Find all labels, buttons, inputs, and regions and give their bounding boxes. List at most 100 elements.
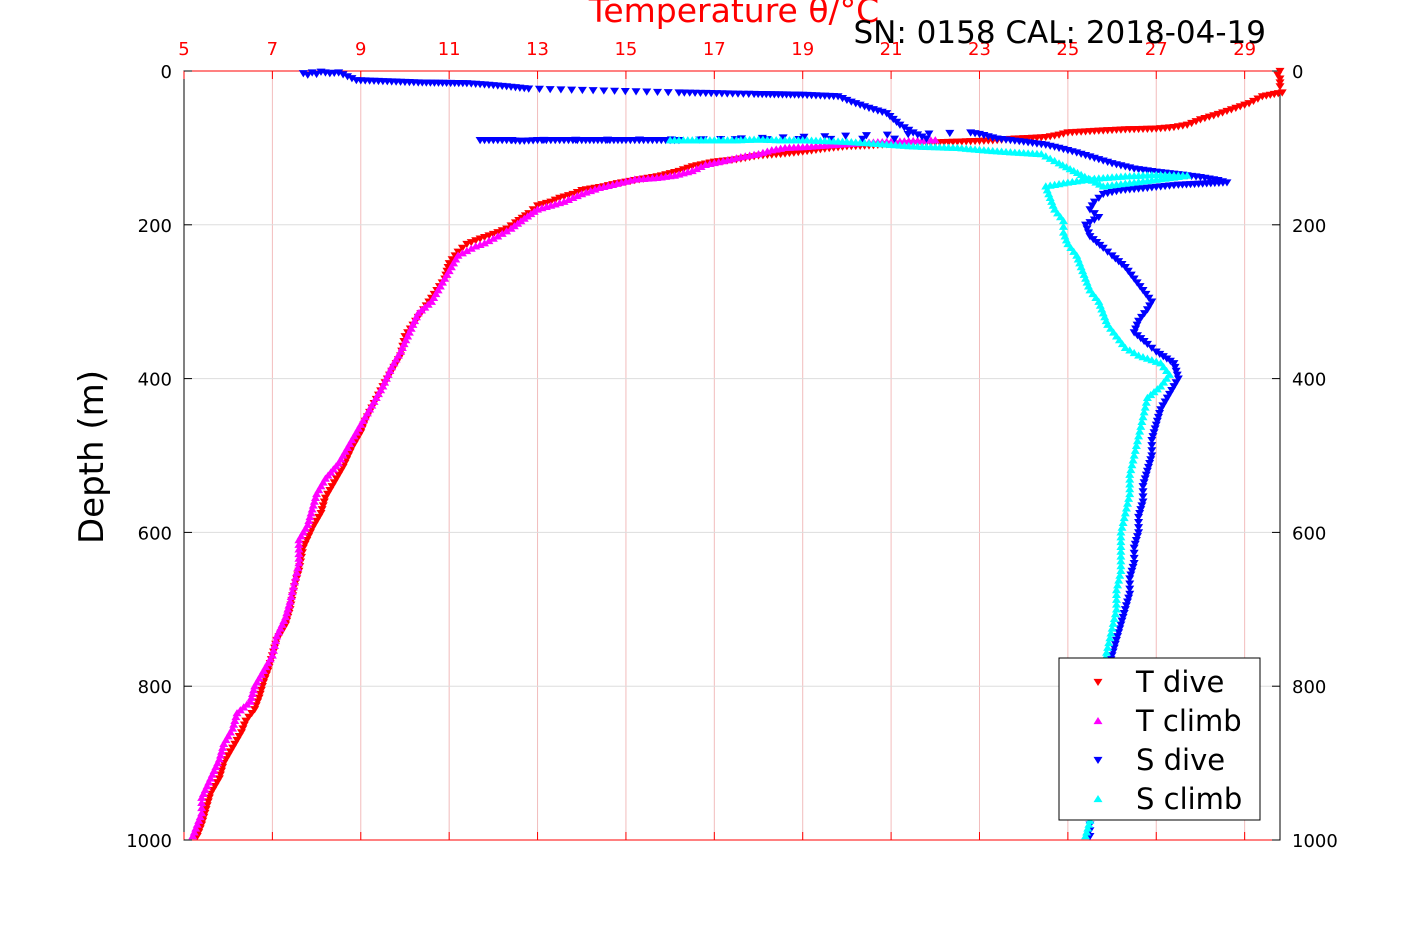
data-point — [1141, 471, 1151, 479]
data-point — [401, 336, 411, 344]
data-point — [444, 260, 454, 268]
data-point — [403, 332, 413, 340]
data-point — [1044, 189, 1054, 198]
data-point — [334, 69, 344, 77]
data-point — [228, 724, 238, 732]
data-point — [385, 366, 395, 375]
y-tick-label-right: 600 — [1292, 523, 1326, 544]
data-point — [1061, 236, 1071, 244]
data-point — [288, 583, 298, 591]
data-point — [343, 73, 353, 81]
y-tick-label-left: 800 — [138, 677, 172, 698]
data-point — [254, 694, 264, 702]
data-point — [245, 697, 255, 705]
data-point — [1058, 228, 1068, 236]
y-tick-label-left: 200 — [138, 216, 172, 237]
data-point — [1151, 421, 1161, 429]
data-point — [1095, 180, 1105, 188]
data-point — [197, 809, 207, 817]
data-point — [1072, 168, 1082, 177]
data-point — [1147, 344, 1157, 352]
data-point — [1121, 504, 1131, 512]
data-point — [1147, 452, 1157, 460]
data-point — [1125, 585, 1135, 593]
data-point — [327, 483, 337, 491]
data-point — [1076, 170, 1086, 178]
data-point — [1081, 274, 1091, 282]
data-point — [1103, 248, 1113, 256]
data-point — [1138, 493, 1148, 501]
data-point — [1160, 398, 1170, 406]
data-point — [1147, 442, 1157, 450]
data-point — [1125, 590, 1135, 598]
data-point — [1130, 540, 1140, 548]
data-point — [1081, 832, 1091, 840]
data-point — [230, 716, 240, 724]
data-point — [1111, 595, 1121, 603]
data-point — [1159, 378, 1169, 386]
data-point — [1134, 351, 1144, 359]
data-point — [310, 493, 320, 501]
data-point — [325, 486, 335, 495]
data-point — [188, 832, 198, 840]
data-point — [303, 71, 313, 79]
data-point — [1123, 267, 1133, 275]
data-point — [1069, 166, 1079, 175]
data-point — [393, 351, 403, 359]
data-point — [484, 236, 494, 245]
data-point — [314, 486, 324, 494]
data-point — [1123, 598, 1133, 606]
data-point — [1114, 629, 1124, 637]
legend: T dive T climb S dive S climb — [1058, 657, 1261, 821]
data-point — [1109, 328, 1119, 336]
data-point — [267, 651, 277, 659]
data-point — [1125, 480, 1135, 488]
data-point — [249, 685, 259, 694]
data-point — [1094, 213, 1104, 222]
data-point — [1113, 633, 1123, 641]
data-point — [1171, 379, 1181, 387]
data-point — [404, 328, 414, 336]
data-point — [255, 690, 265, 698]
data-point — [1153, 413, 1163, 422]
data-point — [218, 743, 228, 751]
data-point — [1081, 221, 1091, 229]
data-point — [1109, 614, 1119, 623]
chart-title: SN: 0158 CAL: 2018-04-19 — [854, 15, 1267, 51]
data-point — [215, 771, 225, 779]
data-point — [687, 166, 697, 175]
data-point — [1091, 178, 1101, 186]
data-point — [1132, 437, 1142, 445]
data-point — [1142, 340, 1152, 349]
data-point — [462, 246, 472, 255]
data-point — [289, 578, 299, 586]
data-point — [449, 259, 459, 267]
data-point — [572, 191, 582, 200]
data-point — [1123, 499, 1133, 507]
x-axis-title: Temperature θ/°C — [588, 0, 879, 30]
data-point — [1127, 461, 1137, 469]
x-tick-label: 21 — [880, 39, 903, 60]
data-point — [1116, 528, 1126, 536]
data-point — [1110, 610, 1120, 618]
data-point — [200, 785, 210, 794]
x-tick-label: 11 — [438, 39, 461, 60]
data-point — [387, 363, 397, 371]
data-point — [1116, 566, 1126, 574]
data-point — [453, 251, 463, 259]
data-point — [1097, 305, 1107, 313]
data-point — [316, 510, 326, 518]
data-point — [1171, 367, 1181, 375]
data-point — [369, 397, 379, 405]
x-tick-label: 17 — [703, 39, 726, 60]
data-point — [1056, 213, 1066, 221]
legend-label-s-climb: S climb — [1136, 782, 1242, 816]
data-point — [1146, 456, 1156, 464]
data-point — [1275, 67, 1285, 76]
data-point — [559, 197, 569, 205]
data-point — [1111, 605, 1121, 613]
y-axis-ticks: 0 0 200 200 400 400 600 600 800 800 1000 1000 — [126, 62, 1338, 852]
data-point — [215, 751, 225, 759]
data-point — [1142, 306, 1152, 314]
data-point — [1128, 456, 1138, 464]
